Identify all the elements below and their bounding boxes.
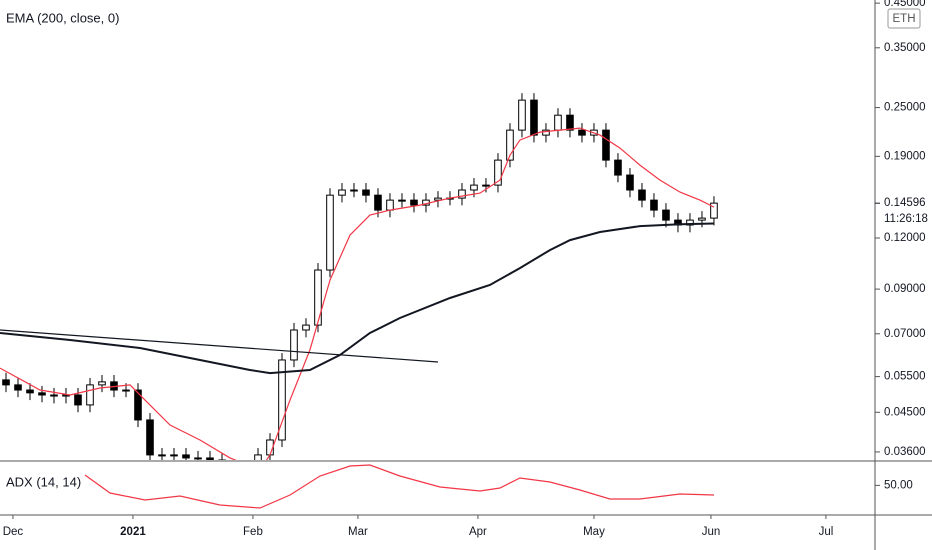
candle-body <box>482 184 490 187</box>
y-tick-label: 0.03600 <box>884 446 926 458</box>
y-tick-label: 0.25000 <box>884 102 926 114</box>
y-tick-label: 50.00 <box>884 479 913 491</box>
candle-body <box>434 197 442 201</box>
candle-body <box>710 202 718 219</box>
candle-body <box>314 269 322 326</box>
candle-body <box>638 189 646 201</box>
candle-body <box>74 394 82 406</box>
y-tick-label: 0.12000 <box>884 232 926 244</box>
series-line <box>0 127 715 460</box>
x-tick-label: Mar <box>348 526 368 538</box>
candle-body <box>506 129 514 161</box>
candle-body <box>122 389 130 392</box>
candle-body <box>26 389 34 394</box>
y-tick-label: 0.05500 <box>884 371 926 383</box>
axes: 0.03600 0.04500 0.05500 0.07000 0.09000 0.120… <box>3 0 928 538</box>
x-tick-label: Feb <box>243 526 263 538</box>
candle-body <box>326 194 334 271</box>
x-tick-label: May <box>583 526 605 538</box>
y-tick-label: 0.19000 <box>884 150 926 162</box>
candle-body <box>410 199 418 206</box>
candle-body <box>2 379 10 386</box>
candle-body <box>374 194 382 211</box>
candle-body <box>62 394 70 397</box>
candle-body <box>578 129 586 136</box>
last-price-label: 0.14596 <box>884 197 926 209</box>
candle-body <box>146 419 154 456</box>
candle-body <box>458 189 466 199</box>
symbol-badge[interactable] <box>887 8 921 29</box>
candle-body <box>494 159 502 186</box>
candle-body <box>206 457 214 460</box>
price-pane <box>0 93 718 460</box>
candle-body <box>158 454 166 457</box>
legend-label: EMA (200, close, 0) <box>6 10 119 25</box>
candle-body <box>626 174 634 191</box>
candle-body <box>338 189 346 196</box>
y-tick-label: 0.45000 <box>884 0 926 9</box>
y-tick-label: 0.09000 <box>884 283 926 295</box>
candle-body <box>254 454 262 460</box>
candle-body <box>302 324 310 331</box>
y-tick-label: 0.07000 <box>884 328 926 340</box>
candle-body <box>542 129 550 136</box>
candle-body <box>614 159 622 176</box>
candle-body <box>470 184 478 191</box>
series-line <box>0 329 439 363</box>
candle-body <box>686 219 694 226</box>
candle-body <box>518 99 526 131</box>
candle-body <box>86 384 94 406</box>
candle-body <box>134 389 142 421</box>
candle-body <box>602 129 610 161</box>
candle-body <box>170 454 178 457</box>
candle-body <box>98 381 106 386</box>
countdown: 11:26:18 <box>884 213 928 225</box>
candle-body <box>398 199 406 202</box>
candle-body <box>350 189 358 192</box>
x-tick-label: Dec <box>3 526 24 538</box>
symbol: ETH <box>893 13 916 25</box>
x-tick-label: Apr <box>469 526 487 538</box>
y-tick-label: 0.35000 <box>884 42 926 54</box>
y-tick-label: 0.04500 <box>884 406 926 418</box>
candle-body <box>50 394 58 397</box>
candle-body <box>554 114 562 131</box>
candle-body <box>182 454 190 459</box>
candle-body <box>38 392 46 396</box>
candle-body <box>14 384 22 391</box>
x-tick-label: Jul <box>819 526 834 538</box>
candle-body <box>386 199 394 211</box>
candle-body <box>362 189 370 196</box>
candle-body <box>530 99 538 136</box>
candle-body <box>566 114 574 131</box>
series-line <box>84 464 715 509</box>
x-tick-label: 2021 <box>120 526 146 538</box>
candle-body <box>698 217 706 221</box>
series-line <box>0 222 715 375</box>
pane-title: ADX (14, 14) <box>6 474 81 489</box>
candle-body <box>662 209 670 221</box>
candle-body <box>278 359 286 441</box>
candle-body <box>650 199 658 211</box>
adx-pane <box>84 464 715 509</box>
candle-body <box>290 329 298 361</box>
candle-body <box>194 457 202 460</box>
x-tick-label: Jun <box>702 526 721 538</box>
